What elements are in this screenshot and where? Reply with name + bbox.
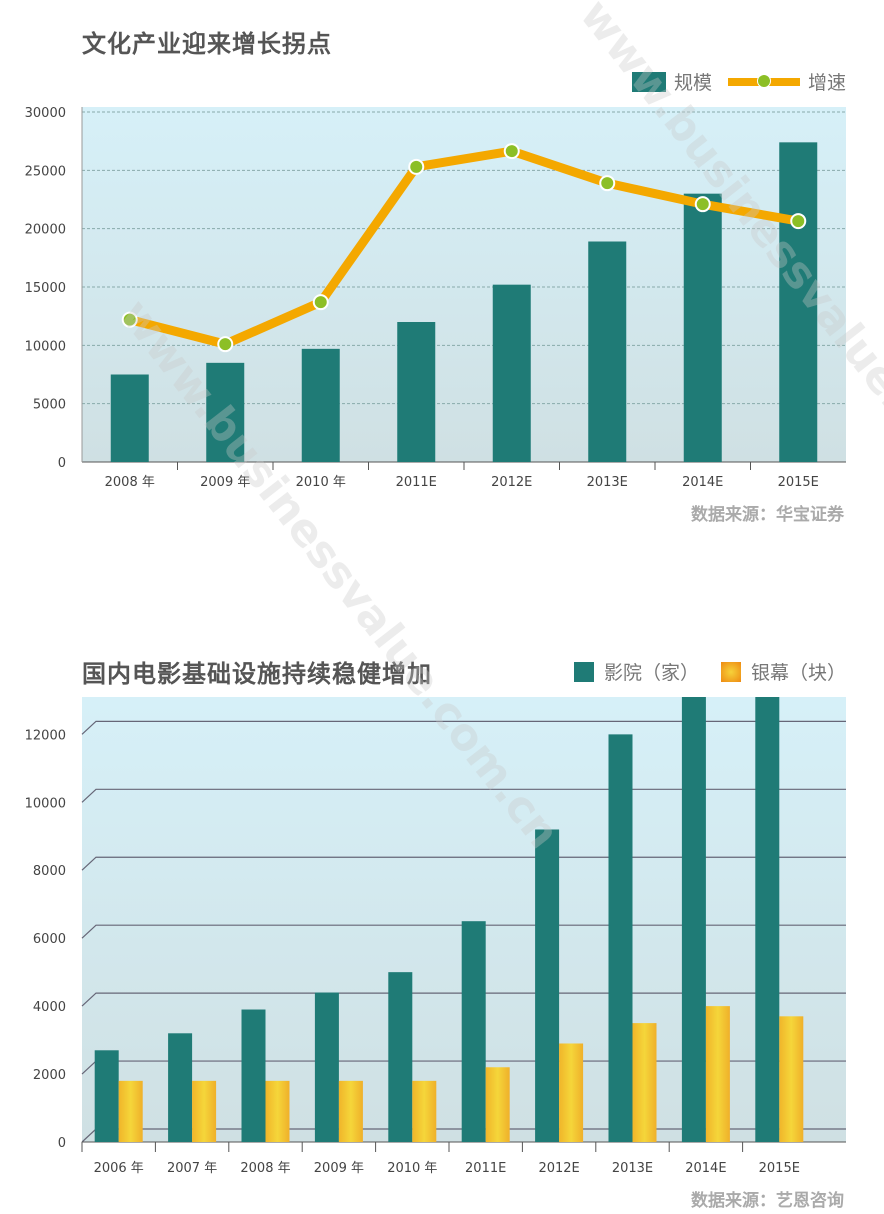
bar-cinemas [461,921,486,1142]
legend-screen-swatch-icon [720,661,741,682]
legend-cinema-swatch-icon [573,661,594,682]
gridline [81,924,846,939]
y-tick-label: 5000 [33,398,66,413]
gridline [81,992,846,1007]
y-tick-label: 30000 [25,106,66,121]
bar-screens [559,1043,584,1142]
x-tick-label: 2013E [587,475,628,490]
bar-scale [588,241,627,462]
legend-label-screens: 银幕（块） [750,662,846,684]
x-tick-label: 2013E [612,1161,653,1176]
bar-cinemas [241,1009,266,1142]
bar-scale [492,284,531,462]
y-tick-label: 0 [58,1136,66,1151]
y-tick-label: 8000 [33,864,66,879]
y-tick-label: 12000 [25,728,66,743]
bar-cinemas [755,697,780,1142]
legend-line-swatch-icon [727,73,800,88]
legend-label-growth: 增速 [807,72,846,94]
x-tick-label: 2014E [682,475,723,490]
gridline [81,788,846,803]
growth-point [503,143,520,160]
bar-scale [779,142,818,463]
chart1-source: 数据来源：华宝证券 [691,505,844,525]
x-tick-label: 2009 年 [200,475,250,490]
growth-point [790,213,807,230]
x-tick-label: 2006 年 [94,1161,144,1176]
y-tick-label: 10000 [25,796,66,811]
bar-screens [485,1067,510,1142]
y-tick-label: 15000 [25,281,66,296]
y-tick-label: 6000 [33,932,66,947]
y-tick-label: 0 [58,456,66,471]
growth-point [599,175,616,192]
bar-scale [206,362,245,462]
growth-point [408,158,425,175]
chart2-source: 数据来源：艺恩咨询 [691,1191,844,1211]
growth-point [312,294,329,311]
bar-cinemas [535,829,560,1142]
growth-point [694,196,711,213]
bar-screens [118,1080,143,1142]
x-tick-label: 2011E [396,475,437,490]
chart1-title: 文化产业迎来增长拐点 [82,30,332,58]
x-tick-label: 2011E [465,1161,506,1176]
bar-scale [110,374,149,462]
chart1-legend: 规模 增速 [631,68,846,95]
x-tick-label: 2015E [759,1161,800,1176]
bar-scale [683,193,722,462]
growth-point [121,311,138,328]
x-tick-label: 2010 年 [387,1161,437,1176]
bar-cinemas [168,1033,193,1142]
x-tick-label: 2009 年 [314,1161,364,1176]
bar-cinemas [94,1050,119,1142]
chart2-title: 国内电影基础设施持续稳健增加 [82,660,432,688]
gridline [81,720,846,735]
bar-screens [412,1080,437,1142]
x-tick-label: 2014E [685,1161,726,1176]
y-tick-label: 2000 [33,1068,66,1083]
x-tick-label: 2012E [491,475,532,490]
x-tick-label: 2008 年 [240,1161,290,1176]
bar-cinemas [314,992,339,1142]
legend-bar-swatch-icon [631,71,666,92]
bar-screens [705,1006,730,1142]
bar-screens [265,1080,290,1142]
legend-label-cinemas: 影院（家） [603,662,699,684]
bar-cinemas [681,697,706,1142]
x-tick-label: 2008 年 [105,475,155,490]
bar-scale [301,348,340,462]
y-tick-label: 10000 [25,339,66,354]
x-tick-label: 2012E [538,1161,579,1176]
bar-screens [779,1016,804,1142]
line-growth [128,146,800,349]
x-tick-label: 2010 年 [296,475,346,490]
y-tick-label: 20000 [25,223,66,238]
bar-cinemas [388,972,413,1142]
y-tick-label: 4000 [33,1000,66,1015]
y-tick-label: 25000 [25,164,66,179]
legend-label-scale: 规模 [673,72,712,94]
growth-point [217,336,234,353]
bar-screens [192,1080,217,1142]
gridline [81,856,846,871]
chart2-legend: 影院（家） 银幕（块） [573,658,846,685]
bar-screens [632,1023,657,1142]
bar-screens [338,1080,363,1142]
bar-scale [397,322,436,462]
bar-cinemas [608,734,633,1142]
x-tick-label: 2015E [778,475,819,490]
x-tick-label: 2007 年 [167,1161,217,1176]
